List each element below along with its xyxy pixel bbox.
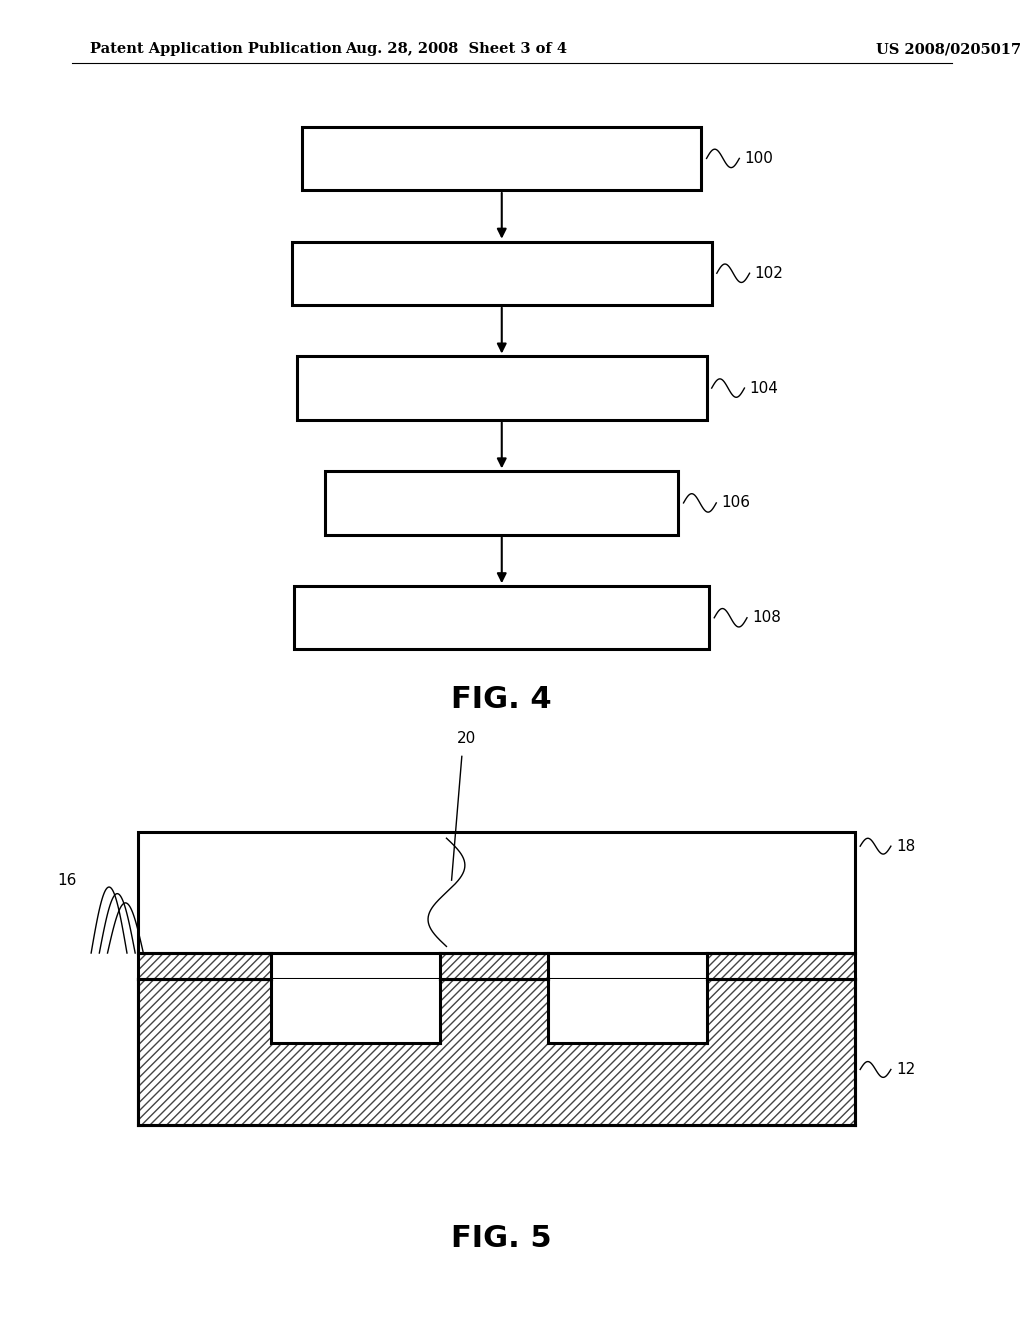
Bar — [297, 356, 707, 420]
Bar — [271, 979, 440, 1043]
Bar — [138, 953, 271, 979]
Text: 20: 20 — [458, 731, 476, 746]
Bar — [292, 242, 712, 305]
Bar — [138, 979, 855, 1125]
Bar — [302, 127, 701, 190]
Text: 108: 108 — [752, 610, 781, 626]
Text: 106: 106 — [721, 495, 751, 511]
Bar — [548, 979, 707, 1043]
Text: Patent Application Publication: Patent Application Publication — [90, 42, 342, 57]
Bar — [295, 586, 709, 649]
Bar — [138, 979, 855, 1125]
Text: US 2008/0205017 A1: US 2008/0205017 A1 — [876, 42, 1024, 57]
Text: 18: 18 — [896, 838, 915, 854]
Bar — [138, 832, 855, 953]
Bar — [707, 953, 855, 979]
Text: FIG. 5: FIG. 5 — [452, 1224, 552, 1253]
Bar — [440, 953, 548, 979]
Bar — [707, 953, 855, 979]
Bar — [326, 471, 678, 535]
Text: 16: 16 — [57, 873, 77, 888]
Text: Aug. 28, 2008  Sheet 3 of 4: Aug. 28, 2008 Sheet 3 of 4 — [345, 42, 566, 57]
Text: 104: 104 — [750, 380, 778, 396]
Bar — [138, 953, 271, 979]
Text: FIG. 4: FIG. 4 — [452, 685, 552, 714]
Bar — [440, 953, 548, 979]
Text: 102: 102 — [755, 265, 783, 281]
Text: 100: 100 — [744, 150, 773, 166]
Text: 12: 12 — [896, 1063, 915, 1077]
